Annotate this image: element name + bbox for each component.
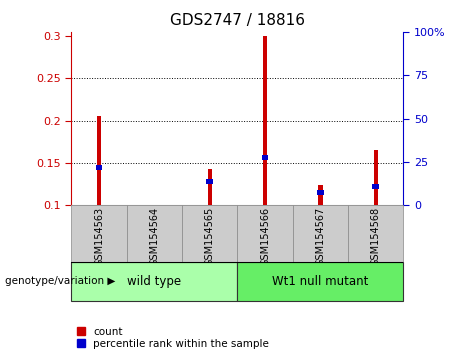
- Bar: [182, 205, 237, 262]
- Text: GSM154565: GSM154565: [205, 207, 215, 266]
- Legend: count, percentile rank within the sample: count, percentile rank within the sample: [77, 327, 269, 349]
- Bar: [262, 155, 268, 160]
- Text: GSM154567: GSM154567: [315, 207, 325, 266]
- Bar: [207, 179, 213, 184]
- Bar: [97, 116, 101, 205]
- Bar: [127, 205, 182, 262]
- Bar: [318, 185, 323, 205]
- Bar: [317, 190, 324, 195]
- Bar: [348, 205, 403, 262]
- Bar: [237, 205, 293, 262]
- Text: GSM154564: GSM154564: [149, 207, 160, 266]
- Text: GSM154568: GSM154568: [371, 207, 381, 266]
- Bar: [293, 205, 348, 262]
- Bar: [237, 262, 403, 301]
- Bar: [372, 184, 379, 189]
- Text: GSM154566: GSM154566: [260, 207, 270, 266]
- Bar: [207, 169, 212, 205]
- Bar: [263, 36, 267, 205]
- Bar: [96, 165, 102, 170]
- Bar: [71, 205, 127, 262]
- Text: Wt1 null mutant: Wt1 null mutant: [272, 275, 369, 288]
- Bar: [373, 150, 378, 205]
- Bar: [71, 262, 237, 301]
- Title: GDS2747 / 18816: GDS2747 / 18816: [170, 13, 305, 28]
- Text: GSM154563: GSM154563: [94, 207, 104, 266]
- Text: genotype/variation ▶: genotype/variation ▶: [5, 276, 115, 286]
- Text: wild type: wild type: [127, 275, 182, 288]
